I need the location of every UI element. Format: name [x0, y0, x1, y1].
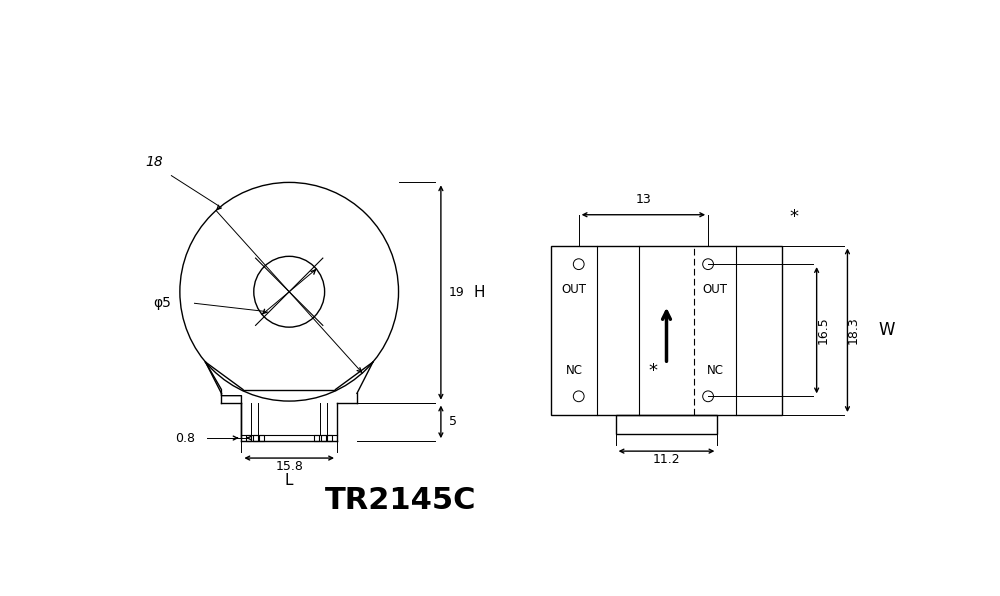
Text: 19: 19 [449, 286, 464, 299]
Text: 13: 13 [636, 193, 651, 206]
Text: 11.2: 11.2 [653, 454, 680, 467]
Text: *: * [789, 209, 798, 226]
Text: W: W [878, 321, 895, 339]
Bar [321, 435, 326, 441]
Text: 0.8: 0.8 [175, 432, 195, 445]
Text: 15.8: 15.8 [275, 460, 303, 473]
Text: 18: 18 [146, 156, 163, 169]
Text: NC: NC [566, 364, 583, 377]
Bar [314, 435, 319, 441]
Text: H: H [473, 285, 485, 300]
Text: 16.5: 16.5 [816, 316, 829, 344]
Bar [246, 435, 251, 441]
Bar [327, 435, 332, 441]
Text: φ5: φ5 [153, 296, 171, 311]
Text: *: * [648, 362, 657, 380]
Text: 18.3: 18.3 [847, 316, 860, 344]
Text: L: L [285, 473, 293, 488]
Bar [616, 415, 717, 434]
Text: OUT: OUT [562, 283, 587, 296]
Text: OUT: OUT [703, 283, 728, 296]
Text: 5: 5 [449, 415, 457, 429]
Text: TR2145C: TR2145C [325, 486, 477, 515]
Bar [259, 435, 264, 441]
Text: NC: NC [707, 364, 724, 377]
Bar [253, 435, 258, 441]
Bar [551, 246, 782, 415]
